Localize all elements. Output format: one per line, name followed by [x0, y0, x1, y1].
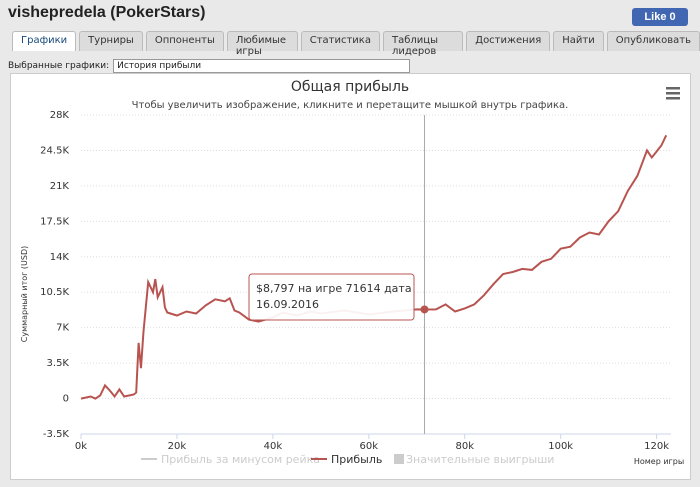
legend-symbol [394, 454, 404, 464]
y-tick-label: 7K [56, 323, 69, 334]
chart-panel: Общая прибыль Чтобы увеличить изображени… [10, 73, 691, 480]
y-tick-label: 24.5K [40, 145, 69, 156]
selector-row: Выбранные графики: История прибыли [8, 59, 411, 73]
chart: Общая прибыль Чтобы увеличить изображени… [20, 79, 684, 466]
chart-subtitle: Чтобы увеличить изображение, кликните и … [132, 100, 569, 111]
hover-point [420, 305, 429, 314]
x-tick-label: 100k [548, 441, 573, 452]
y-tick-label: 10.5K [40, 287, 69, 298]
x-tick-label: 120k [644, 441, 669, 452]
y-tick-label: 21K [50, 181, 70, 192]
menu-icon[interactable] [666, 87, 680, 100]
tab[interactable]: Опубликовать [606, 31, 700, 51]
x-tick-label: 0k [75, 441, 87, 452]
like-button[interactable]: Like 0 [632, 8, 688, 26]
x-tick-label: 60k [360, 441, 379, 452]
tab[interactable]: Любимые игры [226, 31, 298, 57]
y-tick-label: 17.5K [40, 216, 69, 227]
tab[interactable]: Таблицы лидеров [382, 31, 464, 57]
legend-label: Значительные выигрыши [406, 453, 554, 466]
x-tick-label: 80k [455, 441, 474, 452]
legend-label: Прибыль [331, 453, 382, 466]
y-tick-label: -3.5K [43, 429, 70, 440]
like-count: 0 [669, 11, 676, 23]
legend-item[interactable]: Прибыль [311, 453, 382, 466]
chart-title: Общая прибыль [291, 79, 409, 95]
tooltip-text: $8,797 на игре 71614 дата [256, 282, 412, 295]
y-tick-label: 14K [50, 252, 70, 263]
tab[interactable]: Оппоненты [145, 31, 224, 51]
y-axis-label: Суммарный итог (USD) [20, 246, 29, 343]
tooltip-box [248, 273, 415, 321]
y-tick-label: 3.5K [47, 358, 70, 369]
y-tick-label: 28K [50, 110, 70, 121]
like-label: Like [644, 11, 667, 23]
tab[interactable]: Графики [12, 31, 77, 51]
legend-label: Прибыль за минусом рейка [161, 453, 320, 466]
tab[interactable]: Достижения [466, 31, 551, 51]
page-title: vishepredela (PokerStars) [8, 4, 206, 21]
x-tick-label: 40k [264, 441, 283, 452]
legend-item[interactable]: Значительные выигрыши [394, 453, 554, 466]
tooltip-text: 16.09.2016 [256, 298, 319, 311]
y-tick-label: 0 [63, 394, 69, 405]
x-axis-label: Номер игры [634, 457, 684, 466]
tab[interactable]: Турниры [79, 31, 143, 51]
dropdown[interactable]: История прибыли [113, 59, 411, 73]
tab[interactable]: Найти [553, 31, 604, 51]
series-line [80, 134, 668, 400]
selector-label: Выбранные графики: [8, 61, 110, 71]
tab[interactable]: Статистика [300, 31, 380, 51]
x-tick-label: 20k [168, 441, 187, 452]
tabs: Графики Турниры Оппоненты Любимые игры Стати… [12, 31, 700, 57]
legend-item[interactable]: Прибыль за минусом рейка [141, 453, 320, 466]
